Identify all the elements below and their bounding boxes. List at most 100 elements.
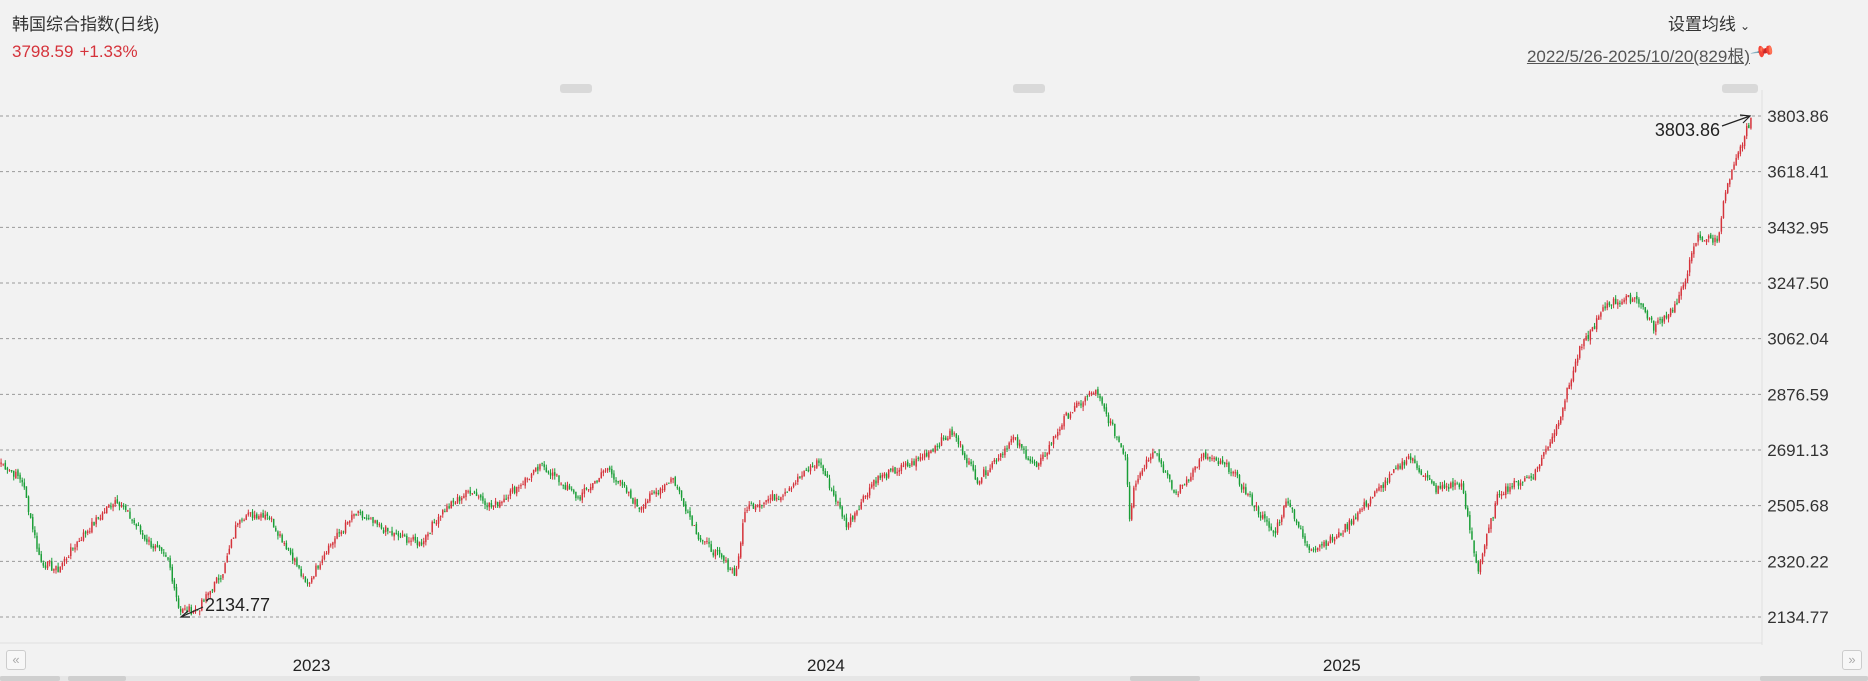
candle-body xyxy=(932,449,934,452)
candle-body xyxy=(883,473,886,477)
candle-body xyxy=(467,491,469,493)
candle-body xyxy=(1612,298,1615,305)
ma-setting-button[interactable]: 设置均线 ⌄ xyxy=(1668,10,1750,35)
candle-body xyxy=(1306,544,1308,547)
candle-body xyxy=(310,578,313,583)
candle-body xyxy=(1547,446,1549,450)
candle-body xyxy=(915,458,917,467)
y-tick-label: 2691.13 xyxy=(1767,441,1828,460)
candle-body xyxy=(241,519,243,521)
candle-body xyxy=(725,560,727,562)
candle-body xyxy=(182,609,184,613)
candle-body xyxy=(1124,455,1127,457)
candle-body xyxy=(592,483,594,489)
candle-body xyxy=(716,550,719,552)
candle-body xyxy=(1631,298,1634,302)
candle-body xyxy=(604,470,607,472)
marker xyxy=(560,84,592,93)
candle-body xyxy=(1750,117,1752,129)
candle-body xyxy=(672,477,674,480)
candle-body xyxy=(1084,397,1086,402)
candle-body xyxy=(651,493,653,495)
candle-body xyxy=(1629,294,1632,303)
candle-body xyxy=(1048,444,1051,454)
candle-body xyxy=(1412,458,1414,461)
candle-body xyxy=(923,453,926,458)
y-tick-label: 2134.77 xyxy=(1767,608,1828,627)
candle-body xyxy=(397,533,400,537)
candle-body xyxy=(1505,486,1507,495)
candle-body xyxy=(1587,335,1589,340)
scroll-right-button[interactable]: » xyxy=(1842,650,1862,670)
candle-body xyxy=(1086,396,1089,398)
candle-body xyxy=(742,523,744,545)
candle-body xyxy=(562,484,564,486)
candle-body xyxy=(177,598,180,608)
candle-body xyxy=(1557,422,1560,427)
candle-body xyxy=(296,558,298,566)
y-tick-label: 2505.68 xyxy=(1767,497,1828,516)
candle-body xyxy=(961,445,964,455)
candle-body xyxy=(744,511,746,523)
candle-body xyxy=(1395,467,1397,470)
candle-body xyxy=(1042,454,1044,460)
candle-body xyxy=(1566,387,1568,400)
candle-body xyxy=(780,497,782,501)
candle-body xyxy=(843,516,846,518)
candle-body xyxy=(150,541,152,547)
date-range-link[interactable]: 2022/5/26-2025/10/20(829根) xyxy=(1526,47,1750,66)
candle-body xyxy=(1230,472,1232,474)
time-scrollbar[interactable] xyxy=(0,676,1868,681)
candle-body xyxy=(752,503,755,509)
candle-body xyxy=(568,486,571,490)
index-title: 韩国综合指数(日线) xyxy=(12,15,160,34)
candle-body xyxy=(640,507,643,511)
candle-body xyxy=(913,461,915,466)
candle-body xyxy=(687,511,689,513)
candle-body xyxy=(74,547,76,550)
candle-body xyxy=(1511,486,1513,488)
candle-body xyxy=(1452,481,1454,487)
candle-body xyxy=(968,461,970,465)
candle-body xyxy=(1610,304,1613,306)
candle-body xyxy=(1414,459,1416,464)
candle-body xyxy=(1431,480,1433,483)
candle-body xyxy=(1371,496,1374,499)
candle-body xyxy=(573,490,575,493)
candle-body xyxy=(1010,438,1012,443)
candle-body xyxy=(505,498,507,500)
candle-body xyxy=(712,552,715,556)
candle-body xyxy=(355,513,357,515)
candle-body xyxy=(1188,479,1190,481)
candle-body xyxy=(1481,553,1484,563)
candle-body xyxy=(1308,546,1310,550)
candle-body xyxy=(499,502,501,508)
candle-body xyxy=(1040,457,1042,465)
candle-body xyxy=(298,565,300,568)
candle-body xyxy=(2,463,4,465)
candle-body xyxy=(6,467,9,470)
candle-body xyxy=(1593,326,1596,329)
candle-body xyxy=(1251,494,1253,506)
candle-body xyxy=(125,505,127,510)
candle-body xyxy=(589,487,592,491)
candle-body xyxy=(997,457,1000,461)
candle-body xyxy=(999,453,1002,458)
candle-body xyxy=(909,465,911,467)
candle-body xyxy=(1722,201,1725,219)
candle-body xyxy=(634,499,636,505)
candle-body xyxy=(1674,304,1676,313)
candle-body xyxy=(1435,485,1437,493)
candle-body xyxy=(524,478,526,486)
candle-body xyxy=(864,496,867,498)
candle-body xyxy=(1359,509,1361,513)
candle-body xyxy=(894,467,896,474)
candle-body xyxy=(12,470,15,477)
candle-body xyxy=(1023,448,1025,451)
candle-body xyxy=(1659,318,1661,321)
candle-body xyxy=(141,533,144,536)
scroll-left-button[interactable]: « xyxy=(6,650,26,670)
candle-body xyxy=(1479,560,1482,573)
candle-body xyxy=(642,506,645,509)
candle-body xyxy=(714,550,717,557)
